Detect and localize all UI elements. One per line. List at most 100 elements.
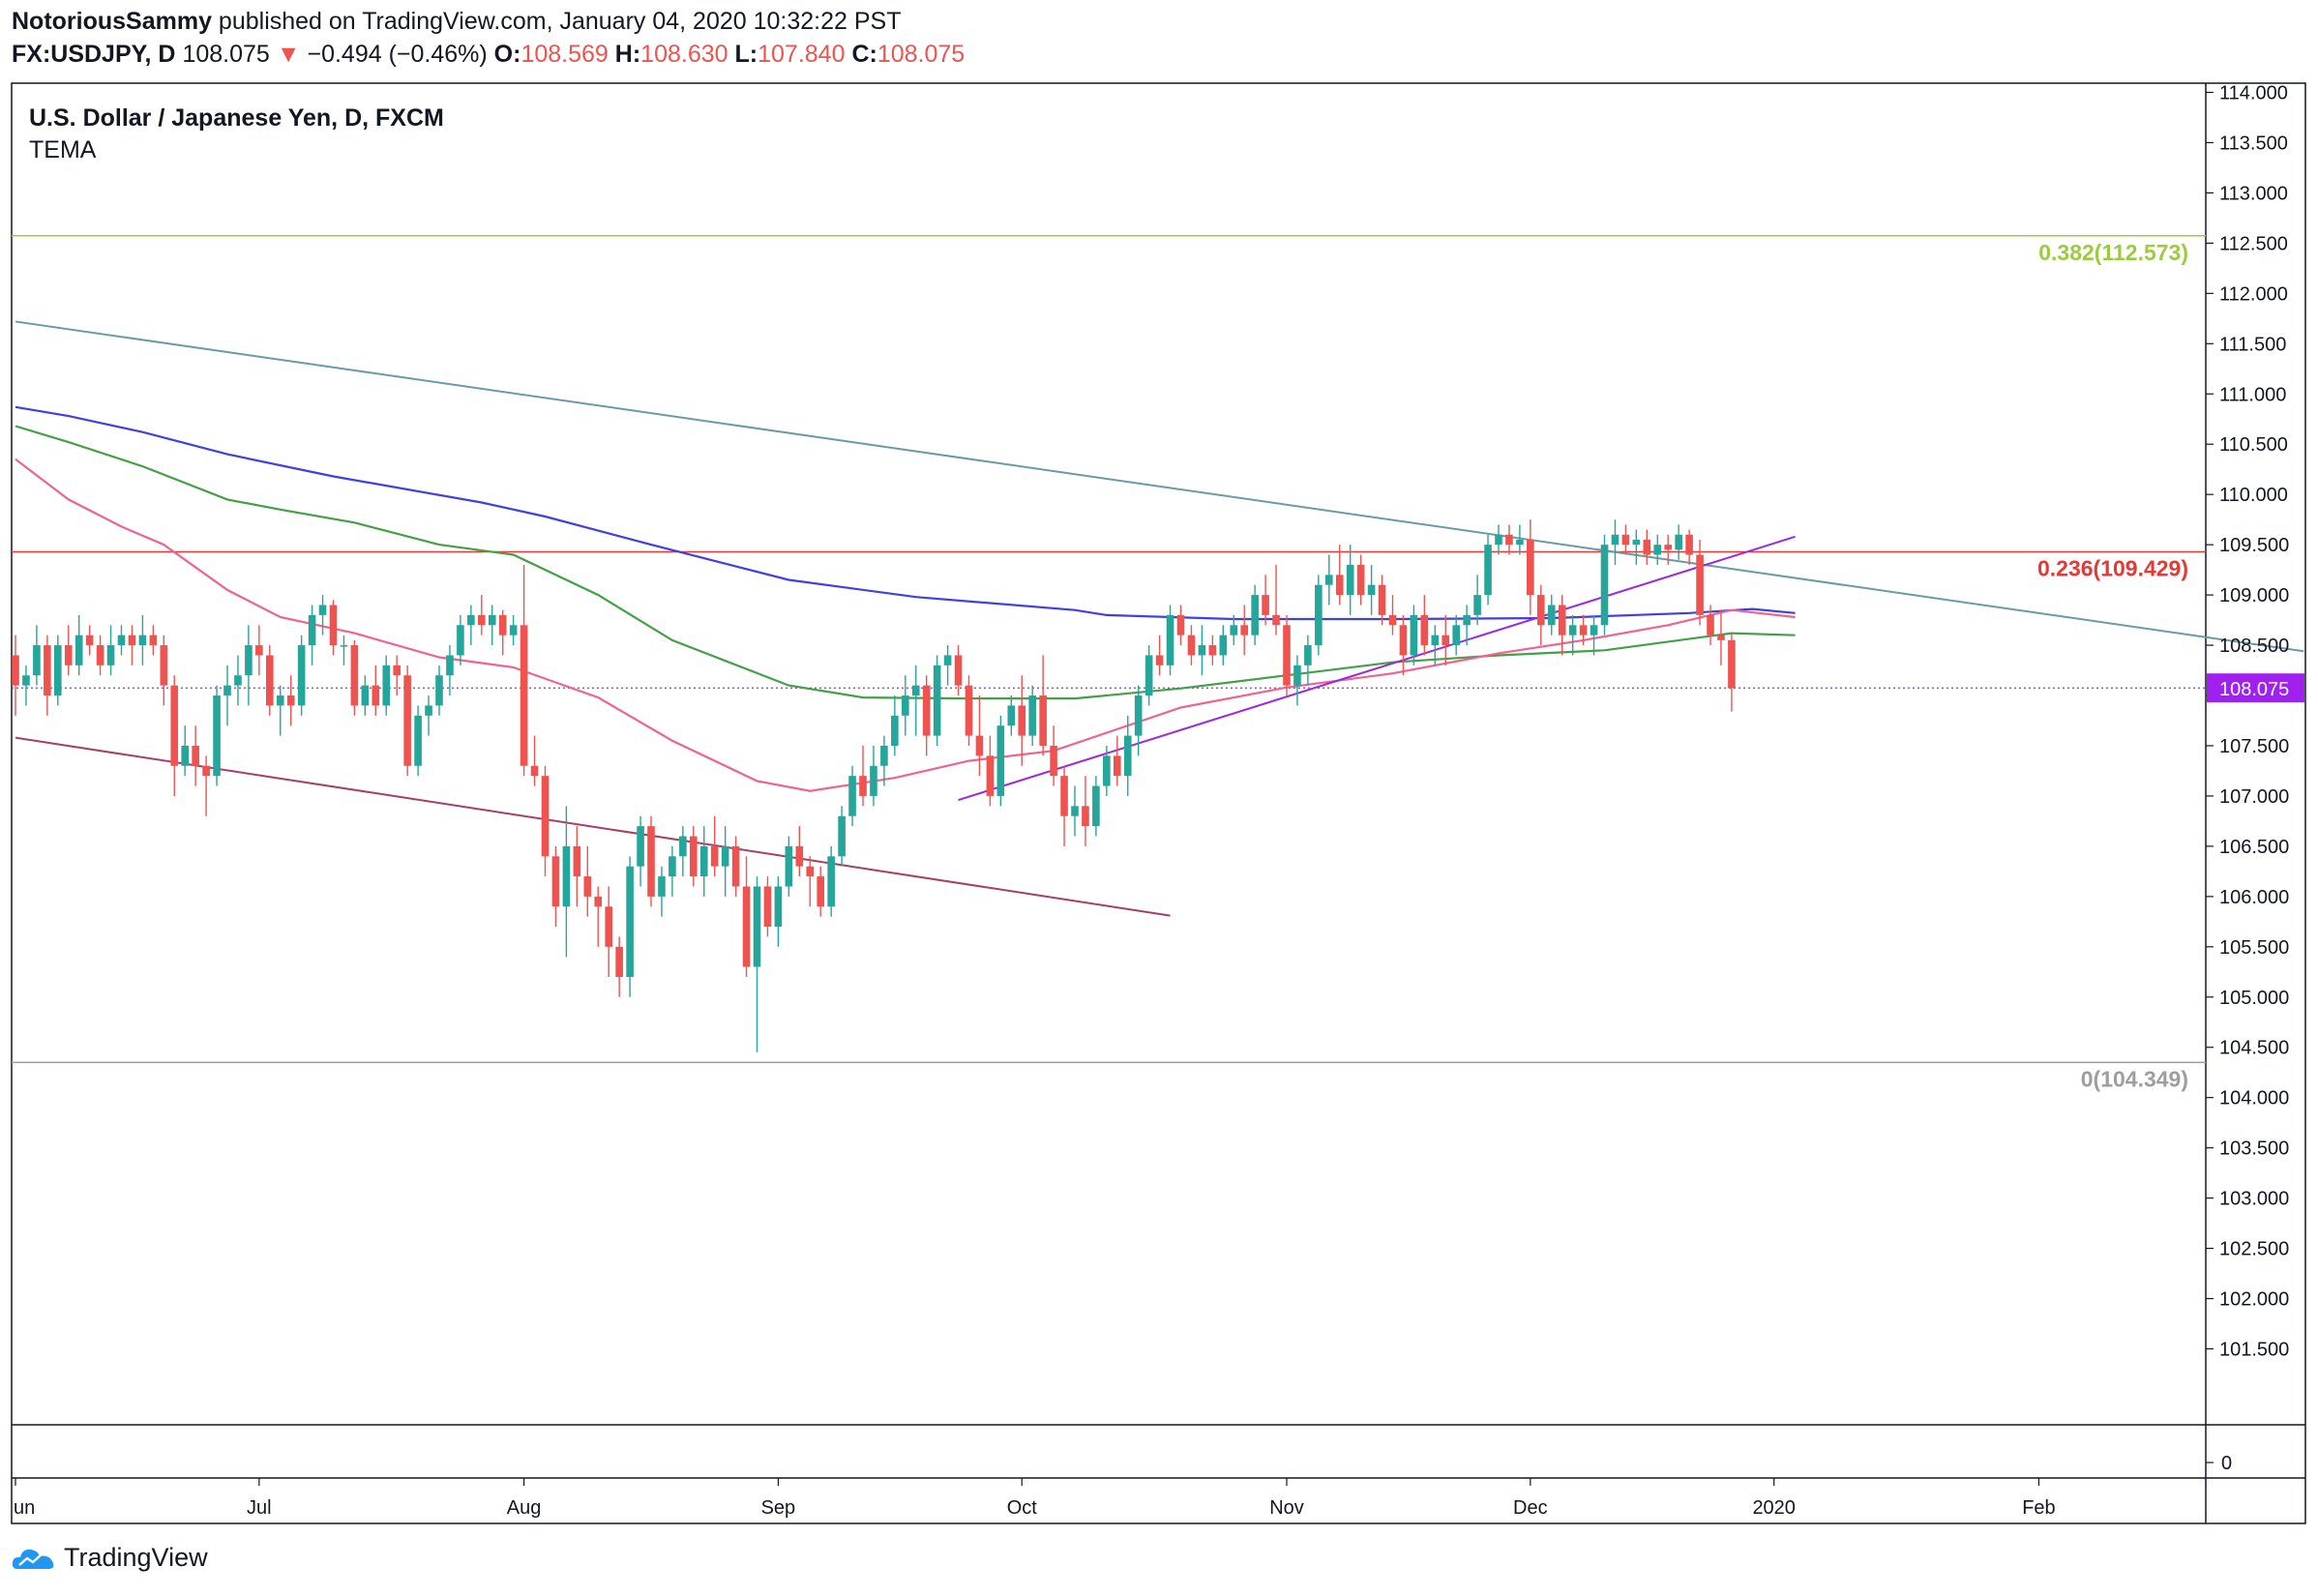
candle-body xyxy=(1568,625,1577,635)
candle-body xyxy=(425,705,432,716)
candle-body xyxy=(1728,639,1736,689)
candle-down xyxy=(96,635,104,676)
candle-body xyxy=(1707,614,1714,635)
time-tick-label: Sep xyxy=(761,1497,796,1519)
candle-up xyxy=(1568,614,1577,656)
price-change: −0.494 (−0.46%) xyxy=(307,41,488,68)
price-tick-label: 105.000 xyxy=(2219,988,2289,1009)
ema-line xyxy=(15,405,1796,621)
candle-body xyxy=(626,866,634,977)
candle-down xyxy=(954,645,963,696)
candle-down xyxy=(371,665,380,716)
candle-down xyxy=(594,886,603,947)
candle-up xyxy=(902,675,909,736)
candle-down xyxy=(44,635,51,716)
candle-up xyxy=(1166,605,1174,676)
candle-body xyxy=(478,614,486,626)
time-tick-label: Oct xyxy=(1007,1497,1038,1519)
candle-down xyxy=(1187,625,1196,665)
candle-body xyxy=(414,715,422,766)
last-price-tag xyxy=(2207,673,2304,703)
candle-body xyxy=(1082,806,1089,827)
candle-down xyxy=(1505,524,1513,555)
candle-body xyxy=(1176,614,1185,635)
candle-up xyxy=(457,614,464,665)
trend-lines xyxy=(15,320,2304,917)
candle-body xyxy=(911,685,920,696)
candle-up xyxy=(753,876,761,1052)
candle-down xyxy=(986,735,995,807)
candle-up xyxy=(699,826,708,897)
candle-up xyxy=(1367,564,1376,615)
candle-up xyxy=(911,665,920,736)
down-arrow-icon: ▼ xyxy=(276,41,301,68)
candle-down xyxy=(530,735,539,786)
brand-footer[interactable]: TradingView xyxy=(12,1543,208,1573)
candle-body xyxy=(1262,595,1269,615)
candle-body xyxy=(658,876,666,897)
chart-legend: U.S. Dollar / Japanese Yen, D, FXCM TEMA xyxy=(29,104,444,163)
price-tick-label: 102.500 xyxy=(2219,1239,2289,1260)
chart-frame xyxy=(11,82,2306,1524)
candle-up xyxy=(1653,534,1662,565)
candle-body xyxy=(541,776,550,857)
candle-body xyxy=(817,876,824,907)
candle-down xyxy=(1272,564,1280,635)
time-axis[interactable]: un Jul Aug Sep Oct Nov Dec 2020 Feb xyxy=(14,1478,2056,1519)
candle-up xyxy=(138,614,147,665)
candle-body xyxy=(1028,695,1036,736)
price-axis[interactable]: 114.000 113.500 113.000 112.500 112.000 111.5… xyxy=(2206,83,2304,1475)
indicator-name[interactable]: TEMA xyxy=(29,136,97,163)
candle-body xyxy=(1007,705,1016,726)
candle-body xyxy=(615,946,623,977)
candle-up xyxy=(1028,685,1036,746)
candle-down xyxy=(573,826,581,907)
candle-body xyxy=(848,776,856,816)
fib-level-label: 0.236(109.429) xyxy=(2037,556,2188,581)
candle-down xyxy=(541,765,550,877)
candle-body xyxy=(647,826,655,897)
chart-title: U.S. Dollar / Japanese Yen, D, FXCM xyxy=(29,104,444,132)
candle-up xyxy=(1675,524,1682,560)
candle-body xyxy=(1134,695,1143,736)
close-value: 108.075 xyxy=(877,41,966,68)
candle-body xyxy=(160,645,168,686)
candle-down xyxy=(731,836,740,897)
high-value: 108.630 xyxy=(640,41,728,68)
symbol-label[interactable]: FX:USDJPY, D xyxy=(12,41,176,68)
candle-body xyxy=(1293,665,1301,686)
brand-name: TradingView xyxy=(64,1543,208,1572)
candle-up xyxy=(891,695,899,756)
candle-body xyxy=(1315,584,1322,646)
candle-body xyxy=(213,695,221,777)
candle-body xyxy=(891,715,899,746)
candle-down xyxy=(583,845,592,917)
candle-body xyxy=(1611,534,1620,546)
time-tick-label: Dec xyxy=(1513,1497,1548,1519)
candle-down xyxy=(1356,554,1365,606)
candle-up xyxy=(1431,625,1440,665)
symbol-ohlc-line: FX:USDJPY, D 108.075 ▼ −0.494 (−0.46%) O… xyxy=(12,41,965,69)
candle-body xyxy=(753,886,761,967)
candle-up xyxy=(340,635,348,665)
candle-body xyxy=(255,645,263,656)
candle-body xyxy=(234,675,242,686)
candle-body xyxy=(1155,655,1164,665)
candle-body xyxy=(435,675,443,706)
candle-body xyxy=(350,645,359,706)
candle-body xyxy=(1335,575,1344,596)
author-name[interactable]: NotoriousSammy xyxy=(12,8,212,35)
candle-up xyxy=(1230,614,1238,646)
candle-up xyxy=(1293,655,1301,706)
candle-body xyxy=(106,645,115,665)
candle-body xyxy=(1643,539,1651,555)
candle-up xyxy=(467,605,475,646)
candle-down xyxy=(1335,545,1344,606)
time-tick-label: 2020 xyxy=(1752,1497,1796,1519)
candle-down xyxy=(1558,595,1566,656)
candle-down xyxy=(1176,605,1185,646)
candle-up xyxy=(1600,534,1609,635)
candle-body xyxy=(1230,625,1238,635)
low-label: L: xyxy=(734,41,758,68)
